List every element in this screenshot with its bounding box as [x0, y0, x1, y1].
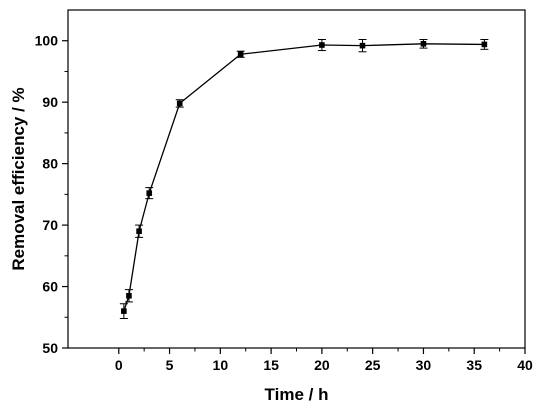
x-tick-label: 0: [115, 357, 123, 373]
y-tick-label: 50: [42, 340, 58, 356]
x-tick-label: 35: [466, 357, 482, 373]
x-tick-label: 30: [416, 357, 432, 373]
y-axis-title: Removal efficiency / %: [9, 87, 28, 270]
x-tick-label: 10: [213, 357, 229, 373]
y-tick-label: 60: [42, 279, 58, 295]
data-point: [359, 42, 366, 49]
data-point: [146, 190, 153, 196]
data-point: [126, 292, 132, 299]
x-tick-label: 5: [166, 357, 174, 373]
x-tick-label: 25: [365, 357, 381, 373]
data-point: [237, 51, 244, 58]
data-point: [176, 100, 183, 107]
x-axis-title: Time / h: [265, 385, 329, 404]
data-point: [121, 308, 127, 314]
y-tick-label: 80: [42, 156, 58, 172]
plot-frame: [67, 9, 526, 349]
y-tick-label: 90: [42, 94, 58, 110]
data-point: [319, 42, 325, 48]
series-line: [123, 43, 485, 312]
x-tick-label: 20: [314, 357, 330, 373]
y-tick-label: 70: [42, 217, 58, 233]
data-point: [420, 41, 427, 47]
y-tick-label: 100: [35, 33, 59, 49]
data-point: [481, 41, 488, 48]
x-tick-label: 15: [263, 357, 279, 373]
data-point: [136, 228, 142, 235]
x-tick-label: 40: [517, 357, 533, 373]
